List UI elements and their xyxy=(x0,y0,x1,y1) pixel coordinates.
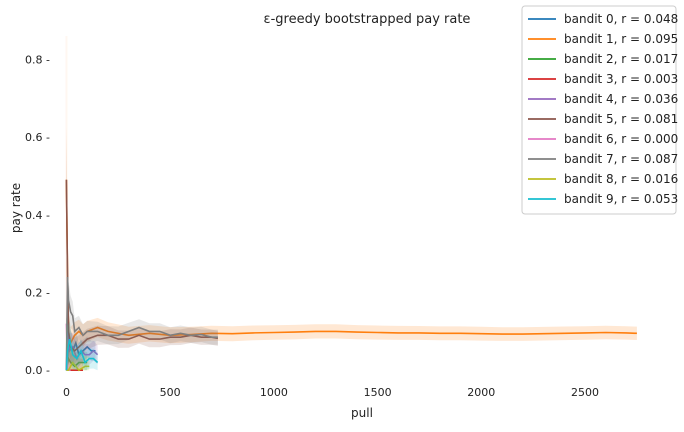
legend-label-5: bandit 5, r = 0.081 xyxy=(564,112,678,126)
series-band-2 xyxy=(66,317,88,371)
x-tick-label: 1500 xyxy=(364,386,392,399)
legend: bandit 0, r = 0.048 bandit 1, r = 0.095 ba… xyxy=(521,5,678,215)
legend-label-7: bandit 7, r = 0.087 xyxy=(564,152,678,166)
y-tick-label: 0.0 - xyxy=(25,364,50,377)
x-axis-label: pull xyxy=(351,406,373,420)
x-tick-label: 2500 xyxy=(571,386,599,399)
legend-label-1: bandit 1, r = 0.095 xyxy=(564,32,678,46)
series-band-3 xyxy=(66,317,83,371)
legend-label-6: bandit 6, r = 0.000 xyxy=(564,132,678,146)
x-tick-label: 500 xyxy=(160,386,181,399)
legend-label-9: bandit 9, r = 0.053 xyxy=(564,192,678,206)
series-band-7 xyxy=(66,252,218,371)
x-axis: 0 500 1000 1500 2000 2500 xyxy=(63,386,599,399)
plot-area xyxy=(65,36,637,372)
x-tick-label: 1000 xyxy=(260,386,288,399)
series-line-7 xyxy=(65,276,218,371)
series-line-9 xyxy=(65,338,99,371)
series-band-5 xyxy=(66,127,218,364)
legend-label-8: bandit 8, r = 0.016 xyxy=(564,172,678,186)
legend-label-4: bandit 4, r = 0.036 xyxy=(564,92,678,106)
legend-label-2: bandit 2, r = 0.017 xyxy=(564,52,678,66)
series-line-8 xyxy=(66,361,90,372)
y-axis: 0.0 - 0.2 - 0.4 - 0.6 - 0.8 - xyxy=(25,53,50,377)
x-tick-label: 2000 xyxy=(467,386,495,399)
series-line-2 xyxy=(65,356,88,371)
y-tick-label: 0.4 - xyxy=(25,209,50,222)
y-tick-label: 0.8 - xyxy=(25,53,50,66)
legend-label-3: bandit 3, r = 0.003 xyxy=(564,72,678,86)
chart-title: ε-greedy bootstrapped pay rate xyxy=(264,12,471,27)
legend-label-0: bandit 0, r = 0.048 xyxy=(564,12,678,26)
y-axis-label: pay rate xyxy=(9,183,23,233)
legend-box xyxy=(521,5,677,215)
y-tick-label: 0.6 - xyxy=(25,131,50,144)
series-band-1 xyxy=(66,127,637,359)
x-tick-label: 0 xyxy=(63,386,70,399)
y-tick-label: 0.2 - xyxy=(25,287,50,300)
